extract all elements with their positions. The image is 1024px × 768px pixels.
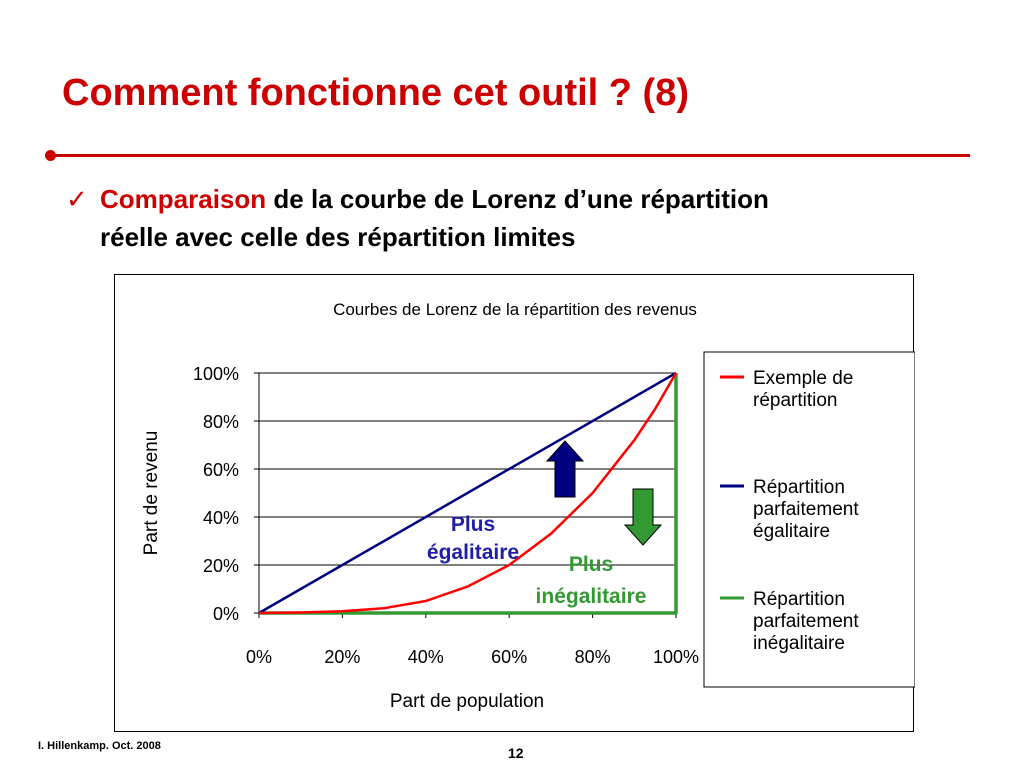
- x-tick-label: 40%: [408, 647, 444, 667]
- x-tick-label: 60%: [491, 647, 527, 667]
- y-tick-label: 100%: [193, 364, 239, 384]
- bullet-line2: réelle avec celle des répartition limite…: [100, 222, 576, 252]
- bullet-line1-rest: de la courbe de Lorenz d’une répartition: [266, 184, 769, 214]
- y-tick-label: 80%: [203, 412, 239, 432]
- y-axis-label: Part de revenu: [141, 431, 162, 556]
- bullet-highlight: Comparaison: [100, 184, 267, 214]
- y-tick-label: 0%: [213, 604, 239, 624]
- legend-label-line: Répartition: [753, 589, 845, 610]
- checkmark-icon: ✓: [66, 184, 88, 214]
- legend-label-2: Répartition parfaitement inégalitaire: [753, 589, 859, 654]
- x-tick-label: 80%: [575, 647, 611, 667]
- legend-box: [703, 351, 915, 688]
- annotation-egalitaire-line1: Plus: [451, 513, 495, 536]
- series-line-1: [258, 371, 677, 615]
- title-rule: [50, 154, 970, 157]
- bullet-point: ✓ Comparaison de la courbe de Lorenz d’u…: [66, 180, 996, 256]
- bullet-text: Comparaison de la courbe de Lorenz d’une…: [100, 180, 996, 256]
- annotation-inegalitaire-line1: Plus: [569, 553, 613, 576]
- y-tick-label: 40%: [203, 508, 239, 528]
- legend-label-line: répartition: [753, 390, 838, 411]
- x-axis-label: Part de population: [390, 691, 544, 712]
- chart-frame: Courbes de Lorenz de la répartition des …: [114, 274, 915, 732]
- legend-label-1: Répartition parfaitement égalitaire: [753, 477, 859, 542]
- x-tick-label: 100%: [653, 647, 699, 667]
- slide-title: Comment fonctionne cet outil ? (8): [62, 72, 689, 114]
- legend-label-line: parfaitement: [753, 611, 859, 632]
- y-tick-label: 60%: [203, 460, 239, 480]
- footer-author: I. Hillenkamp. Oct. 2008: [38, 740, 161, 752]
- legend-label-0: Exemple de répartition: [753, 368, 853, 411]
- legend-label-line: Répartition: [753, 477, 845, 498]
- arrow-down-icon: [623, 488, 663, 546]
- series-line-2: [259, 373, 678, 615]
- arrow-up-icon: [545, 440, 585, 498]
- legend-label-line: parfaitement: [753, 499, 859, 520]
- legend-label-line: Exemple de: [753, 368, 853, 389]
- annotation-egalitaire-line2: égalitaire: [427, 541, 519, 564]
- page-number: 12: [508, 745, 524, 761]
- lorenz-chart: Courbes de Lorenz de la répartition des …: [141, 300, 915, 712]
- x-tick-label: 20%: [324, 647, 360, 667]
- legend-label-line: égalitaire: [753, 521, 830, 542]
- series-line-0: [258, 372, 678, 615]
- y-tick-label: 20%: [203, 556, 239, 576]
- legend-label-line: inégalitaire: [753, 633, 845, 654]
- annotation-inegalitaire-line2: inégalitaire: [536, 585, 647, 608]
- x-tick-label: 0%: [246, 647, 272, 667]
- chart-title: Courbes de Lorenz de la répartition des …: [333, 300, 697, 319]
